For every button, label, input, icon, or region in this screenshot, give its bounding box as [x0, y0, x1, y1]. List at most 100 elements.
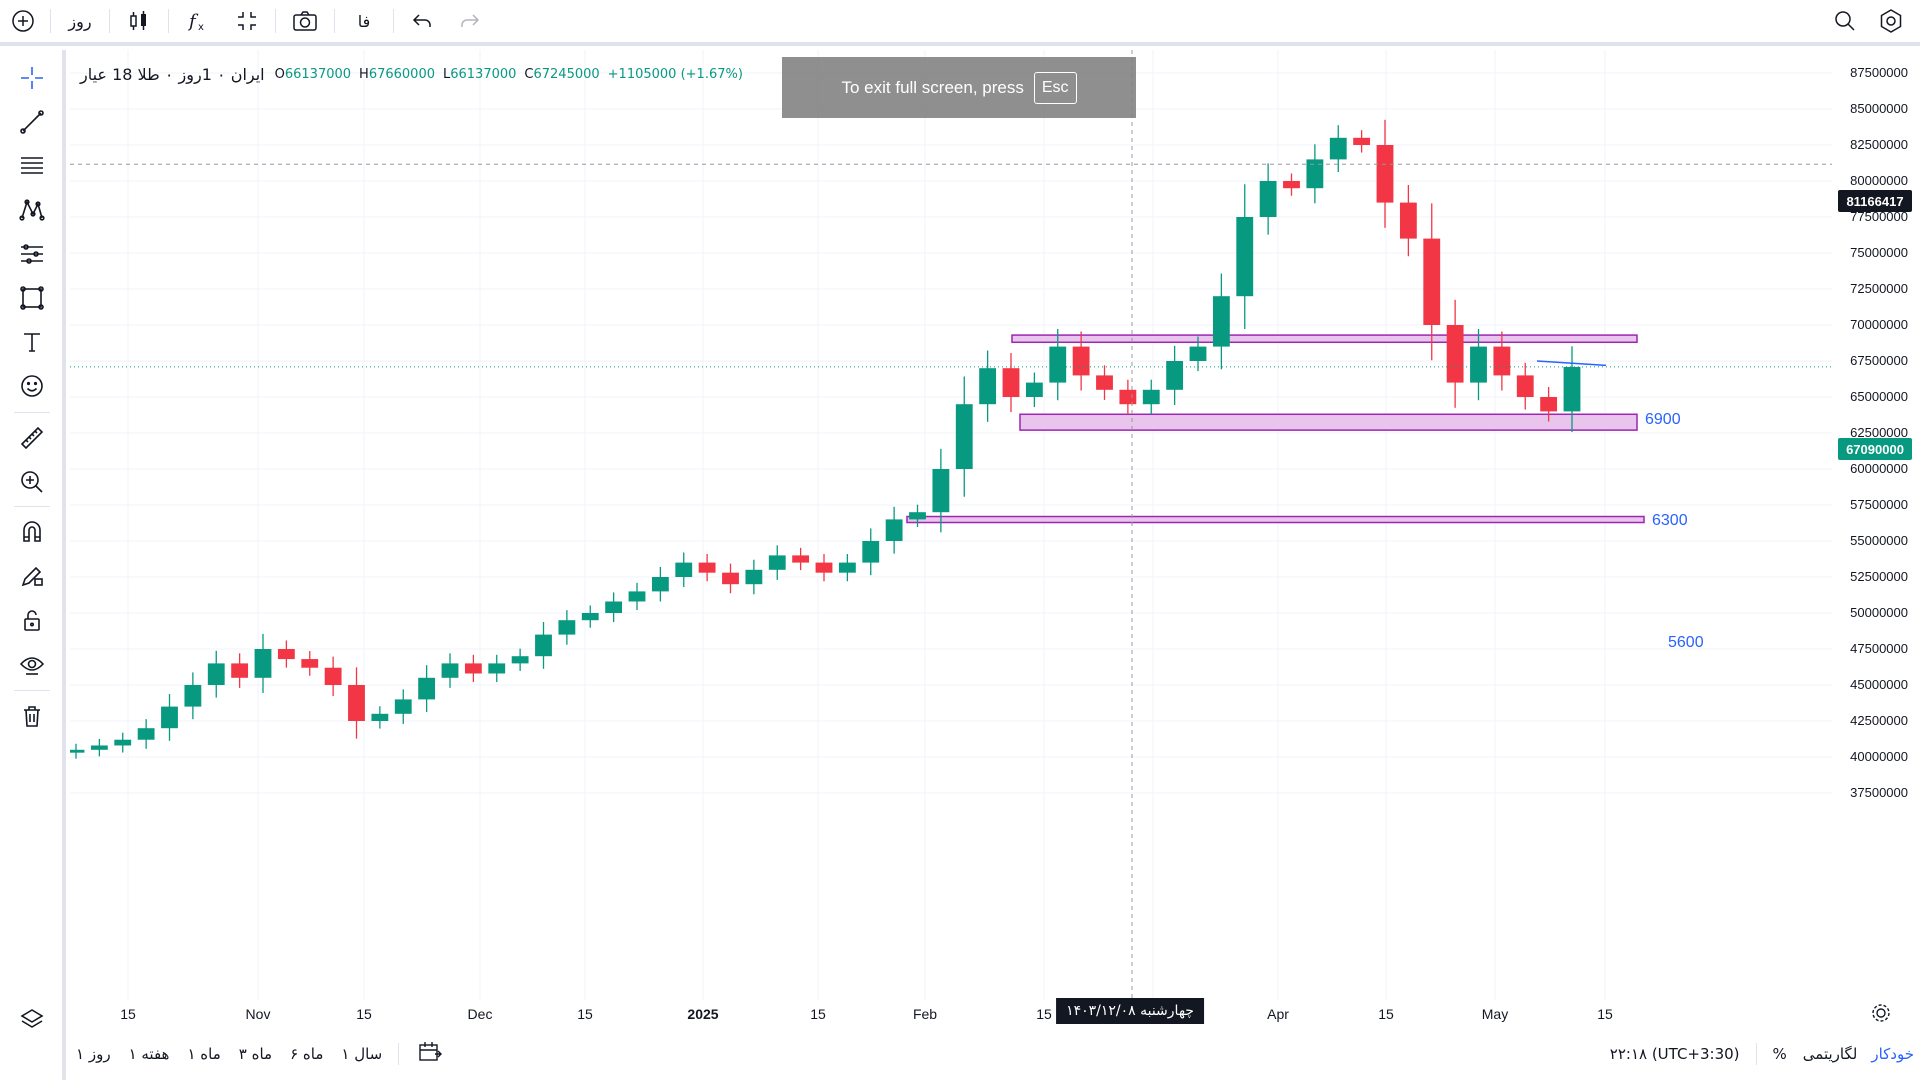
undo-button[interactable] [398, 2, 446, 40]
divider [14, 506, 50, 507]
candle-body [698, 562, 716, 573]
fib-tool[interactable] [14, 148, 50, 184]
snapshot-button[interactable] [280, 2, 330, 40]
text-tool[interactable] [14, 324, 50, 360]
chart-type-button[interactable] [114, 2, 164, 40]
price-axis[interactable]: 87500000 85000000 82500000 80000000 77500000… [1832, 50, 1920, 1000]
price-label: 70000000 [1850, 317, 1908, 332]
range-6m[interactable]: ماه ۶ [290, 1045, 324, 1063]
axis-settings-button[interactable] [1870, 1002, 1892, 1028]
candle-body [1306, 159, 1324, 189]
candle-body [1142, 389, 1160, 405]
low-key: L [442, 66, 451, 82]
zone-rect-1 [1019, 413, 1638, 431]
low-value: 66137000 [450, 66, 517, 82]
hide-drawings-tool[interactable] [14, 646, 50, 682]
time-label: 15 [1036, 1006, 1052, 1022]
candle-body [1423, 238, 1441, 325]
redo-icon [461, 14, 480, 27]
date-range-button[interactable] [417, 1040, 443, 1068]
drawing-toolbar [0, 50, 66, 1080]
eye-icon [19, 657, 45, 675]
candle-body [1376, 145, 1394, 203]
price-label: 55000000 [1850, 533, 1908, 548]
object-tree-tool[interactable] [14, 1002, 50, 1038]
price-label: 42500000 [1850, 713, 1908, 728]
zone-rect-0 [1011, 334, 1638, 344]
candle-body [838, 562, 856, 573]
candle-body [184, 685, 202, 707]
calendar-icon [419, 1042, 443, 1061]
candle-body [581, 613, 599, 621]
price-label: 37500000 [1850, 785, 1908, 800]
price-chart[interactable] [70, 50, 1920, 1000]
candle-body [90, 745, 108, 750]
auto-toggle[interactable]: خودکار [1871, 1045, 1914, 1063]
candle-body [511, 656, 529, 664]
symbol-name[interactable]: ایران ۰ 1روز ۰ طلا 18 عیار [80, 64, 265, 84]
trendline-tool[interactable] [14, 104, 50, 140]
close-key: C [524, 66, 534, 82]
remove-drawings-tool[interactable] [14, 698, 50, 734]
open-key: O [274, 66, 285, 82]
layers-icon [20, 1009, 44, 1028]
pattern-icon [19, 199, 45, 221]
divider [334, 9, 335, 33]
icons-tool[interactable] [14, 368, 50, 404]
candle-body [1353, 137, 1371, 145]
fullscreen-button[interactable] [223, 2, 271, 40]
range-3m[interactable]: ماه ۳ [238, 1045, 273, 1063]
language-button[interactable]: فا [357, 11, 371, 31]
candle-body [301, 659, 319, 668]
candle-body [1025, 382, 1043, 397]
range-1d[interactable]: روز ۱ [76, 1045, 111, 1063]
pattern-tool[interactable] [14, 192, 50, 228]
drawing-mode-tool[interactable] [14, 558, 50, 594]
candle-body [1259, 181, 1277, 217]
symbol-legend: ایران ۰ 1روز ۰ طلا 18 عیار O 66137000 H 67… [80, 62, 751, 86]
zoom-tool[interactable] [14, 464, 50, 500]
price-label: 47500000 [1850, 641, 1908, 656]
time-axis[interactable]: 15Nov15Dec15202515Feb1515Apr15May15 [70, 1000, 1920, 1028]
time-label: 15 [120, 1006, 136, 1022]
quick-search-button[interactable] [1822, 2, 1868, 40]
range-5d[interactable]: هفته ۱ [128, 1045, 170, 1063]
pencil-lock-icon [21, 566, 43, 587]
candle-body [254, 649, 272, 678]
lock-drawings-tool[interactable] [14, 602, 50, 638]
candle-body [348, 685, 365, 721]
add-symbol-button[interactable] [0, 2, 46, 40]
candle-body [231, 663, 249, 678]
crosshair-tool[interactable] [14, 60, 50, 96]
range-1y[interactable]: سال ۱ [341, 1045, 383, 1063]
percent-toggle[interactable]: % [1772, 1045, 1787, 1063]
shapes-tool[interactable] [14, 280, 50, 316]
candle-body [70, 749, 85, 753]
candle-body [885, 519, 903, 541]
magnet-icon [23, 521, 41, 542]
candle-body [1049, 346, 1067, 383]
candle-body [1189, 346, 1207, 361]
price-label: 57500000 [1850, 497, 1908, 512]
magnet-tool[interactable] [14, 514, 50, 550]
range-1m[interactable]: ماه ۱ [187, 1045, 221, 1063]
forecast-tool[interactable] [14, 236, 50, 272]
divider [168, 9, 169, 33]
price-label: 52500000 [1850, 569, 1908, 584]
trendline [1536, 360, 1607, 367]
settings-button[interactable] [1868, 2, 1914, 40]
undo-icon [412, 14, 431, 27]
interval-button[interactable]: روز [68, 11, 92, 31]
candle-body [862, 541, 880, 563]
divider [14, 412, 50, 413]
price-label: 60000000 [1850, 461, 1908, 476]
candle-body [792, 555, 810, 563]
divider [1755, 1043, 1757, 1065]
log-toggle[interactable]: لگاریتمی [1802, 1045, 1858, 1063]
redo-button[interactable] [446, 2, 494, 40]
fullscreen-notice: To exit full screen, press Esc [782, 57, 1136, 118]
time-label: Feb [912, 1006, 938, 1022]
clock[interactable]: ۲۲:۱۸ (UTC+3:30) [1609, 1045, 1740, 1063]
measure-tool[interactable] [14, 420, 50, 456]
